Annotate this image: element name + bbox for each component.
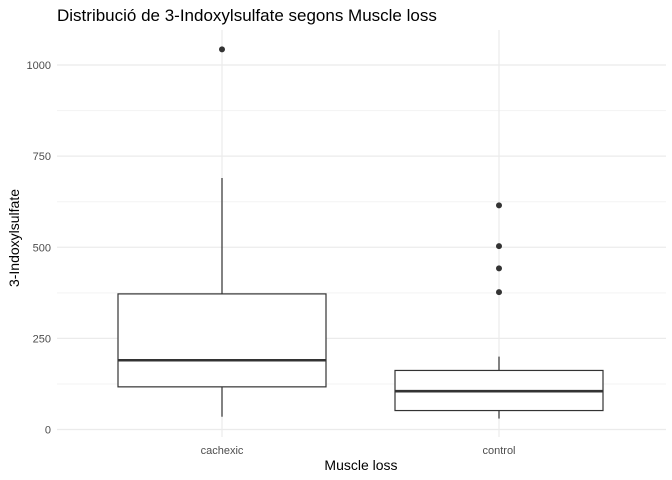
y-tick-label: 0 [45,425,51,437]
tick-layer: 0 250 500 750 1000 cachexic control [27,60,516,457]
outlier-point [496,265,502,272]
outlier-point [496,202,502,209]
y-axis-title: 3-Indoxylsulfate [6,189,22,287]
chart-title: Distribució de 3-Indoxylsulfate segons M… [57,6,437,25]
y-tick-label: 500 [33,242,51,254]
outlier-point [496,243,502,250]
outlier-point [219,46,225,53]
x-tick-label: control [482,445,515,457]
y-tick-label: 1000 [27,60,51,72]
box-group-control [394,202,604,419]
box-group-cachexic [117,46,327,417]
x-tick-label: cachexic [201,445,244,457]
box-layer [117,46,604,419]
y-tick-label: 250 [33,333,51,345]
y-tick-label: 750 [33,151,51,163]
x-axis-title: Muscle loss [324,457,397,473]
outlier-point [496,289,502,296]
box-iqr [117,293,327,388]
